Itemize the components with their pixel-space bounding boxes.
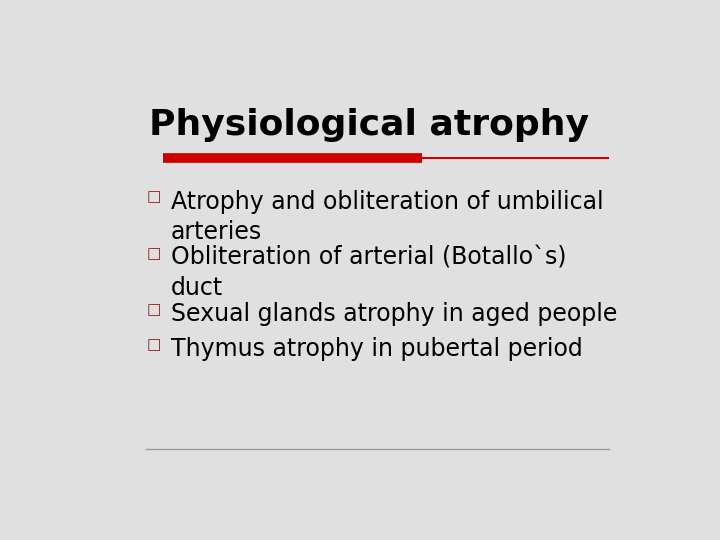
Text: duct: duct <box>171 276 223 300</box>
Text: arteries: arteries <box>171 220 262 244</box>
Text: Atrophy and obliteration of umbilical: Atrophy and obliteration of umbilical <box>171 190 603 213</box>
Text: Sexual glands atrophy in aged people: Sexual glands atrophy in aged people <box>171 302 617 326</box>
Text: □: □ <box>147 302 161 317</box>
Text: Obliteration of arterial (Botallo`s): Obliteration of arterial (Botallo`s) <box>171 246 567 269</box>
Text: □: □ <box>147 337 161 352</box>
Text: □: □ <box>147 190 161 205</box>
Text: Thymus atrophy in pubertal period: Thymus atrophy in pubertal period <box>171 337 582 361</box>
Text: Physiological atrophy: Physiological atrophy <box>149 109 589 143</box>
Text: □: □ <box>147 246 161 261</box>
